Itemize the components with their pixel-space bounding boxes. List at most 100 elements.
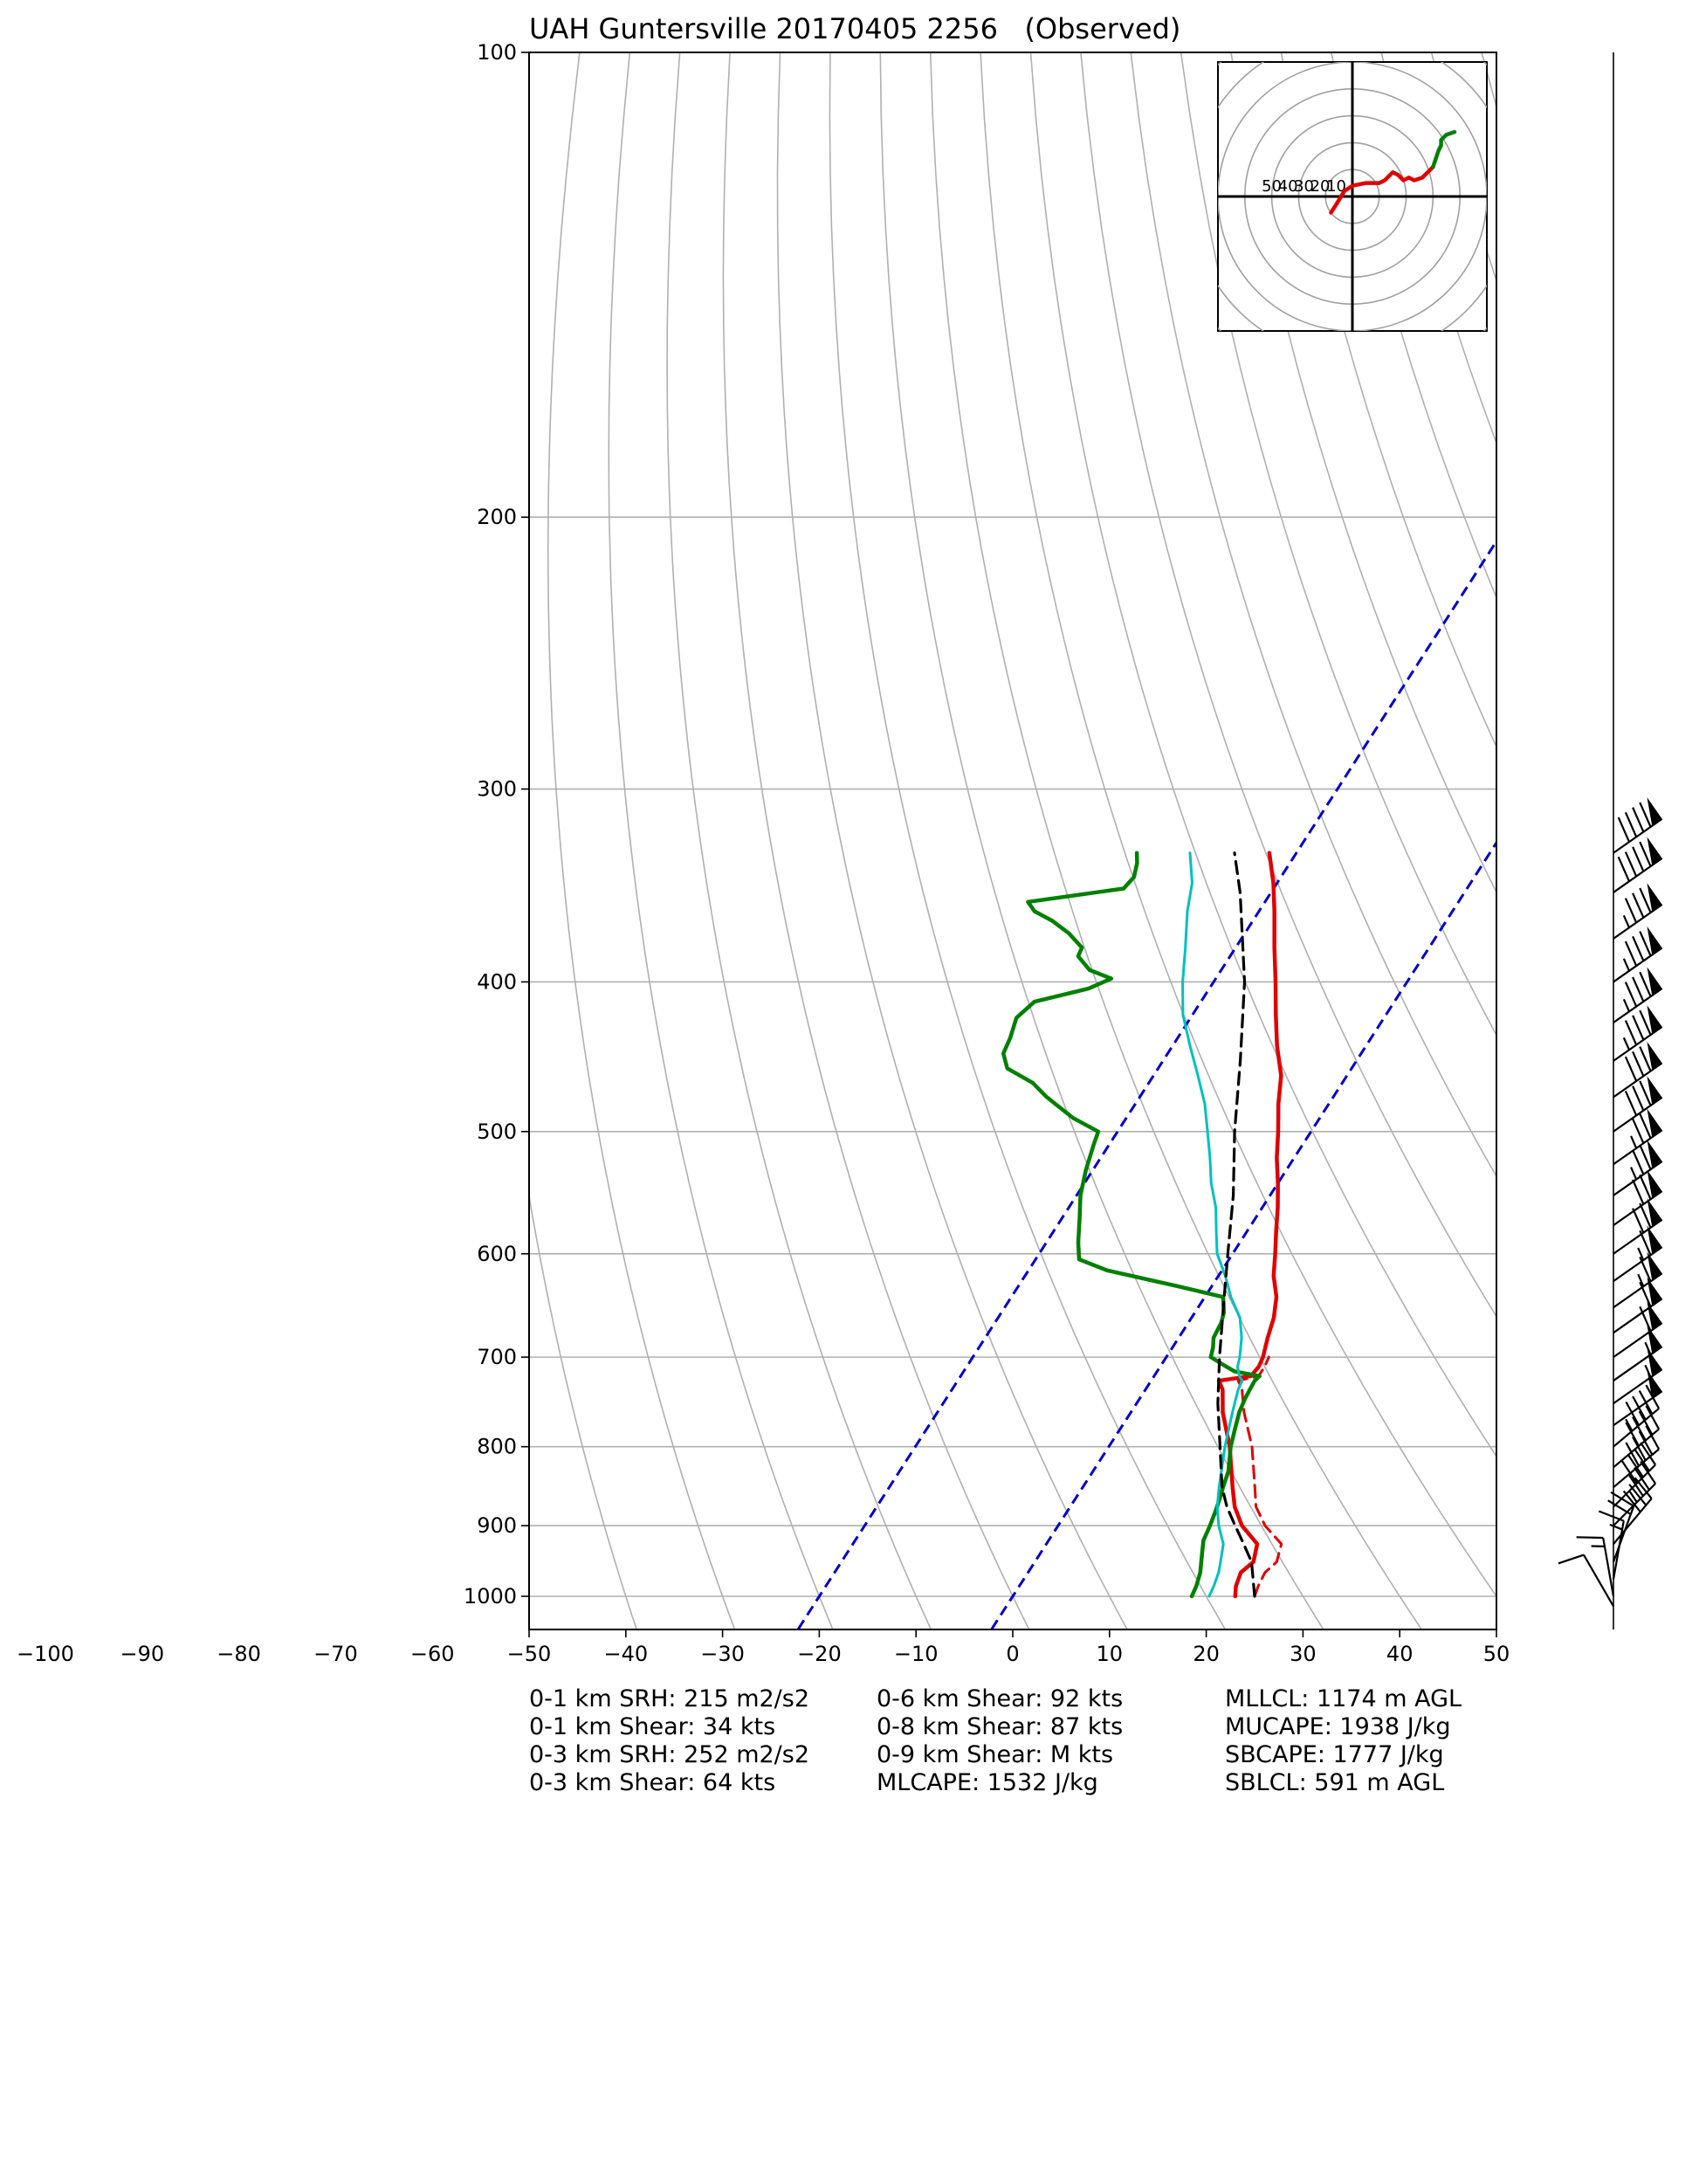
- x-tick-label: −10: [894, 1642, 939, 1666]
- wind-barb: [1613, 1405, 1661, 1469]
- barb-full: [1639, 1306, 1652, 1332]
- barb-full: [1632, 1051, 1645, 1077]
- barb-flag: [1647, 883, 1662, 912]
- barb-half: [1625, 1418, 1634, 1432]
- wind-barb: [1613, 1076, 1663, 1133]
- barb-flag: [1647, 1005, 1662, 1034]
- wind-barb: [1613, 1369, 1663, 1427]
- dry-adiabat: [722, 52, 1030, 1629]
- y-tick-label: 1000: [464, 1584, 517, 1609]
- barb-full: [1645, 1405, 1661, 1430]
- wind-barb: [1613, 1477, 1653, 1545]
- barb-full: [1624, 1020, 1638, 1045]
- barb-flag: [1647, 967, 1662, 996]
- hodograph-ring-label: 40: [1278, 177, 1298, 196]
- stat-sbcape: SBCAPE: 1777 J/kg: [1225, 1741, 1444, 1768]
- wind-barb: [1598, 1510, 1625, 1580]
- barb-full: [1639, 1256, 1652, 1282]
- barb-full: [1638, 1390, 1654, 1415]
- barb-staff: [1612, 1520, 1625, 1580]
- barb-full: [1645, 1384, 1661, 1409]
- stats-column-3: MLLCL: 1174 m AGL MUCAPE: 1938 J/kg SBCA…: [1225, 1685, 1462, 1797]
- dry-adiabat: [929, 52, 1422, 1629]
- chart-series: [1001, 851, 1283, 1599]
- wind-barb: [1613, 1277, 1663, 1334]
- x-tick-label: 0: [1006, 1642, 1019, 1666]
- wind-barb: [1613, 967, 1663, 1023]
- barb-staff: [1613, 1246, 1663, 1283]
- dry-adiabat: [547, 52, 736, 1629]
- x-tick-label: −100: [17, 1642, 74, 1666]
- x-tick-label: 10: [1097, 1642, 1124, 1666]
- hodograph-ring-label: 20: [1310, 177, 1331, 196]
- dry-adiabat: [666, 52, 932, 1629]
- barb-full: [1639, 1113, 1652, 1139]
- y-tick-label: 900: [477, 1513, 517, 1538]
- barb-half: [1622, 1037, 1631, 1051]
- barb-half: [1609, 1523, 1623, 1531]
- hodograph-trace: [1329, 164, 1435, 215]
- wind-barb: [1613, 1140, 1663, 1196]
- barb-flag: [1647, 797, 1662, 826]
- chart-title: UAH Guntersville 20170405 2256 (Observed…: [529, 12, 1181, 45]
- barb-flag: [1647, 1347, 1662, 1377]
- stat-06km-shear: 0-6 km Shear: 92 kts: [877, 1685, 1124, 1712]
- barb-full: [1625, 1401, 1641, 1426]
- stat-03km-srh: 0-3 km SRH: 252 m2/s2: [529, 1741, 810, 1768]
- x-tick-label: −50: [507, 1642, 552, 1666]
- dry-adiabat: [1080, 52, 1496, 1319]
- x-tick-label: −40: [603, 1642, 648, 1666]
- stat-mllcl: MLLCL: 1174 m AGL: [1225, 1685, 1462, 1712]
- wind-barb: [1613, 1169, 1663, 1226]
- stats-column-2: 0-6 km Shear: 92 kts 0-8 km Shear: 87 kt…: [877, 1685, 1123, 1797]
- barb-full: [1628, 1484, 1647, 1506]
- wind-barb: [1613, 1198, 1663, 1255]
- barb-staff: [1613, 1025, 1663, 1062]
- series-virtual_temperature: [1236, 1355, 1283, 1598]
- barb-full: [1632, 1015, 1645, 1041]
- barb-half: [1622, 914, 1631, 928]
- barb-staff: [1613, 1190, 1663, 1226]
- barb-full: [1645, 1425, 1661, 1450]
- wind-barb: [1613, 1384, 1661, 1448]
- barb-staff: [1613, 817, 1663, 854]
- barb-full: [1639, 1202, 1652, 1229]
- stat-mlcape: MLCAPE: 1532 J/kg: [877, 1769, 1098, 1796]
- barb-flag: [1647, 1225, 1662, 1255]
- y-tick-label: 400: [477, 969, 517, 994]
- barb-full: [1558, 1554, 1585, 1565]
- y-tick-label: 800: [477, 1435, 517, 1459]
- barb-full: [1639, 1281, 1652, 1307]
- series-parcel: [1216, 851, 1256, 1598]
- x-tick-label: −30: [700, 1642, 745, 1666]
- dry-adiabat: [608, 52, 834, 1629]
- barb-full: [1632, 976, 1645, 1002]
- y-tick-label: 500: [477, 1120, 517, 1144]
- x-tick-label: −60: [410, 1642, 455, 1666]
- stat-01km-shear: 0-1 km Shear: 34 kts: [529, 1713, 776, 1740]
- y-tick-label: 600: [477, 1242, 517, 1266]
- barb-full: [1617, 816, 1631, 843]
- barb-full: [1607, 1499, 1632, 1516]
- barb-flag: [1647, 1041, 1662, 1071]
- barb-flag: [1647, 1169, 1662, 1199]
- series-dewpoint: [1001, 851, 1262, 1599]
- barb-full: [1639, 1080, 1652, 1106]
- barb-full: [1634, 1477, 1653, 1499]
- barb-flag: [1647, 1251, 1662, 1281]
- barb-full: [1610, 1491, 1634, 1507]
- wind-barb: [1613, 797, 1663, 854]
- barb-half: [1622, 998, 1631, 1012]
- barb-half: [1628, 1490, 1638, 1503]
- barb-full: [1624, 940, 1638, 967]
- barb-full: [1632, 1416, 1647, 1441]
- barb-full: [1632, 1179, 1645, 1205]
- barb-full: [1620, 1460, 1638, 1485]
- wind-barb: [1613, 1108, 1663, 1166]
- barb-staff: [1613, 1062, 1663, 1099]
- barb-full: [1598, 1510, 1625, 1522]
- chart-axes: −100 −90 −80 −70 −60 −50 −40 −30 −20 −10 0 10 20 30 40…: [17, 40, 1510, 1666]
